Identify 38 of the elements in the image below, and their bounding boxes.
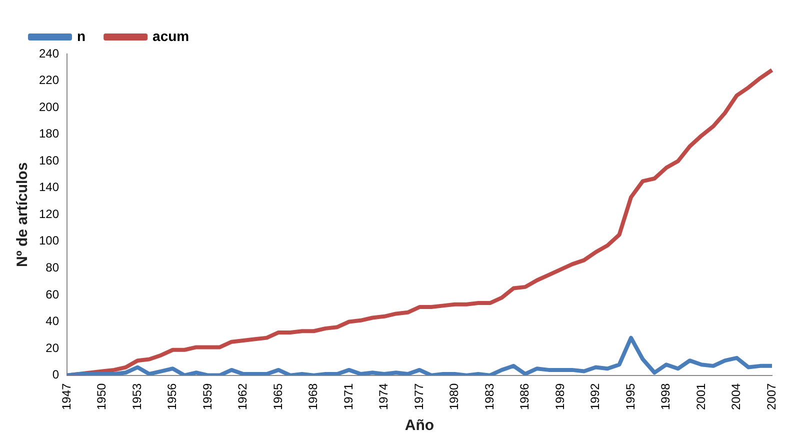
y-tick-label: 120 — [38, 206, 60, 221]
x-tick-label: 1983 — [482, 382, 496, 410]
y-tick-label: 180 — [38, 126, 60, 141]
x-tick-label: 1947 — [59, 382, 74, 410]
x-tick-label: 1998 — [658, 382, 673, 410]
x-tick-label: 1992 — [588, 382, 602, 410]
y-tick-label: 200 — [38, 100, 60, 114]
y-axis-title: Nº de artículos — [14, 162, 32, 267]
x-tick-label: 1974 — [376, 382, 391, 410]
y-tick-label: 40 — [46, 314, 60, 328]
x-axis-title: Año — [404, 417, 434, 434]
y-tick-label: 20 — [46, 340, 60, 355]
x-tick-label: 1989 — [552, 382, 567, 410]
y-tick-label: 100 — [38, 234, 60, 248]
x-tick-label: 1971 — [341, 382, 356, 410]
y-tick-label: 220 — [38, 73, 60, 88]
y-tick-label: 0 — [52, 368, 60, 382]
x-tick-label: 1995 — [623, 382, 638, 410]
y-tick-label: 80 — [46, 260, 60, 275]
x-tick-label: 2001 — [694, 382, 708, 410]
legend-label: n — [77, 28, 86, 44]
y-tick-label: 140 — [38, 180, 60, 194]
x-tick-label: 1953 — [130, 382, 144, 410]
x-tick-label: 1986 — [518, 382, 532, 410]
legend-label: acum — [152, 28, 190, 44]
x-tick-label: 1950 — [94, 382, 109, 410]
x-tick-label: 1962 — [236, 382, 250, 410]
x-tick-label: 1965 — [270, 382, 285, 410]
x-tick-label: 2004 — [729, 382, 744, 410]
x-tick-label: 2007 — [764, 382, 778, 410]
x-tick-label: 1956 — [165, 382, 180, 410]
x-tick-label: 1959 — [200, 382, 214, 410]
x-tick-label: 1977 — [412, 382, 426, 410]
x-tick-label: 1968 — [306, 382, 320, 410]
y-tick-label: 160 — [38, 153, 60, 168]
x-tick-label: 1980 — [447, 382, 462, 410]
y-tick-label: 60 — [46, 287, 60, 302]
y-tick-label: 240 — [38, 46, 60, 60]
